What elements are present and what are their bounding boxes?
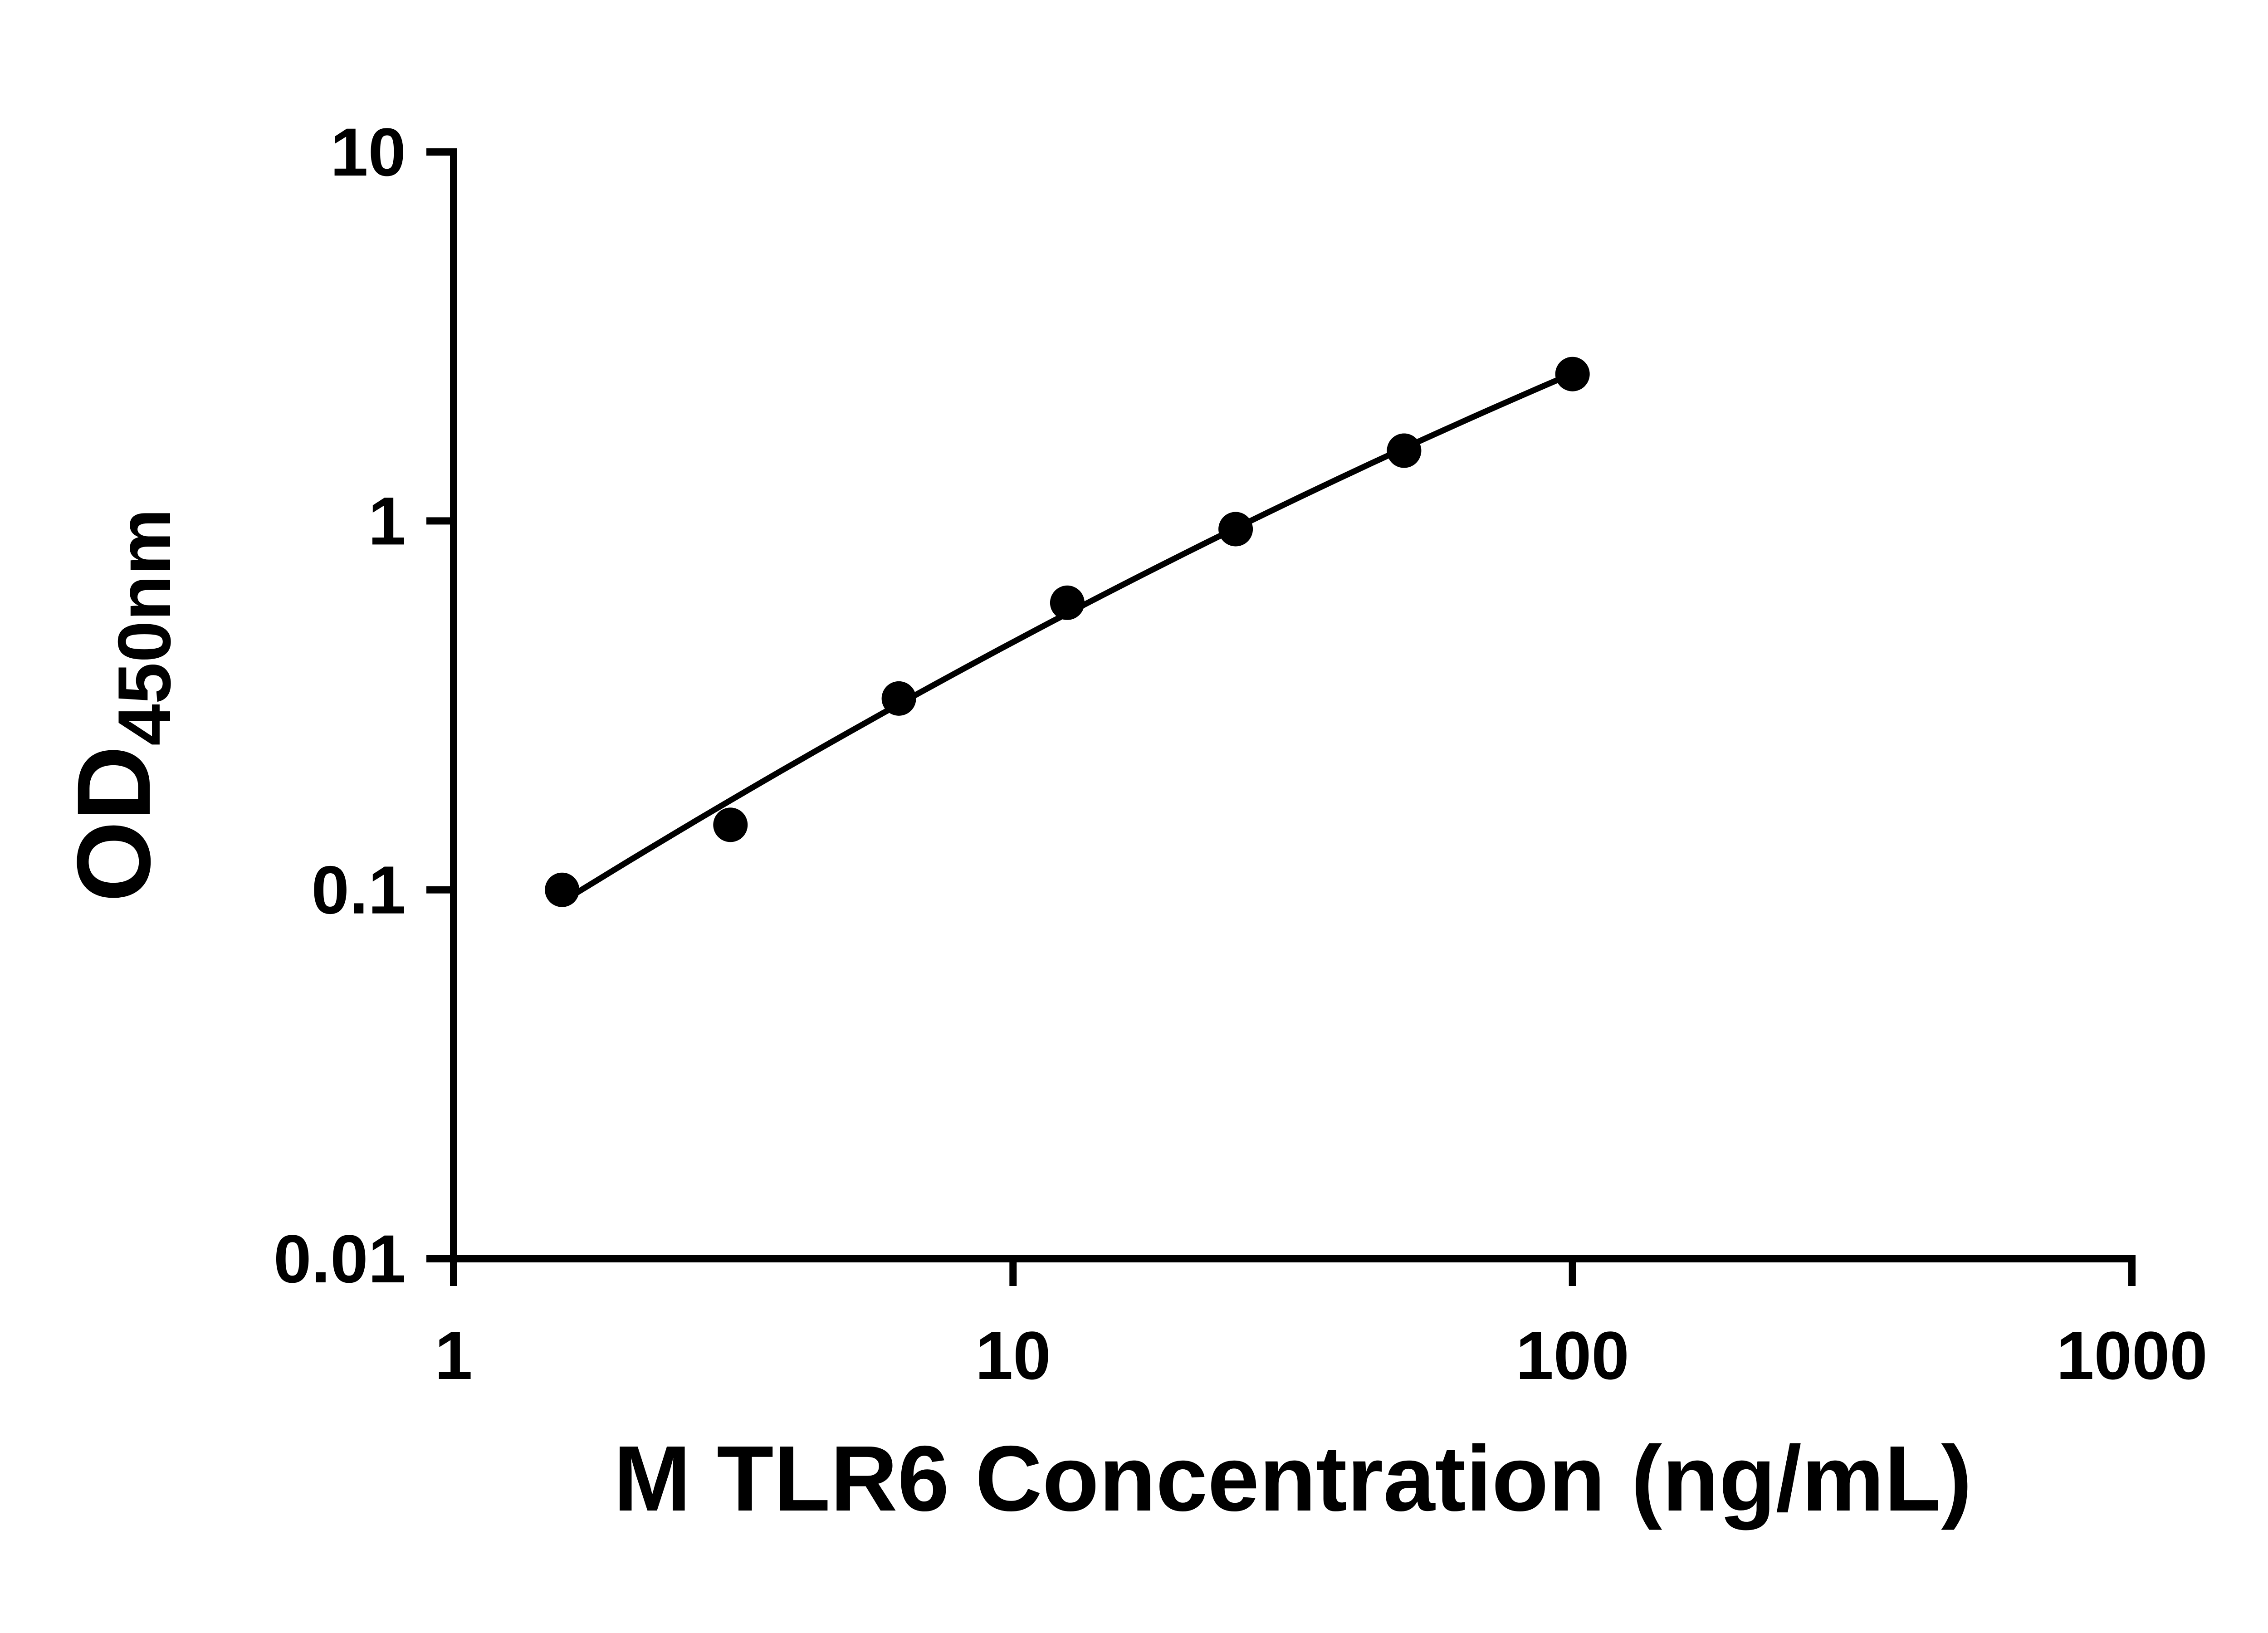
x-axis-title: M TLR6 Concentration (ng/mL) (613, 1427, 1972, 1530)
x-tick-label: 1 (435, 1317, 472, 1393)
data-point (545, 872, 580, 907)
data-point (1387, 433, 1422, 468)
data-point (881, 681, 916, 716)
y-tick-label: 0.01 (274, 1221, 406, 1297)
data-point (1555, 357, 1590, 391)
y-tick-label: 1 (368, 483, 406, 559)
y-tick-label: 10 (330, 114, 406, 190)
x-tick-label: 100 (1516, 1317, 1629, 1393)
y-axis-title-subscript: 450nm (103, 508, 186, 746)
axis-spines (450, 148, 2136, 1262)
data-point (713, 807, 748, 842)
data-point (1050, 585, 1085, 620)
x-tick-label: 1000 (2056, 1317, 2208, 1393)
y-axis-title: OD450nm (55, 508, 186, 902)
y-tick-label: 0.1 (311, 852, 406, 928)
x-tick-label: 10 (975, 1317, 1051, 1393)
data-point (1218, 512, 1253, 547)
y-axis-title-main: OD (55, 746, 172, 902)
plot-area: 1 10 100 1000 0.01 0.1 1 10 (274, 114, 2208, 1393)
